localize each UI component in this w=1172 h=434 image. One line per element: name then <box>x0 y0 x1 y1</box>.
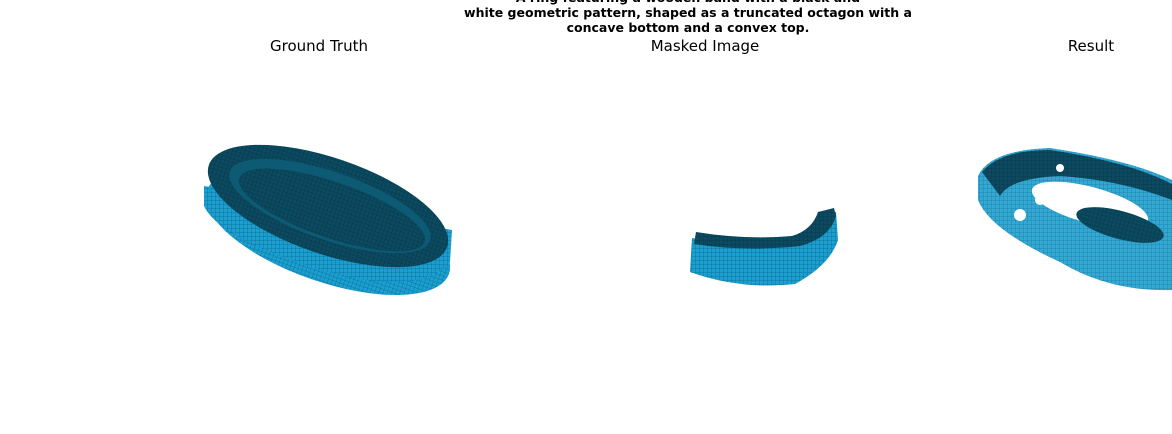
suptitle-line: A ring featuring a wooden band with a bl… <box>516 0 860 5</box>
voxel-ring <box>204 144 452 296</box>
suptitle-line: concave bottom and a convex top. <box>567 20 810 35</box>
panel-title: Masked Image <box>651 37 760 55</box>
voxel-fragment <box>690 208 838 286</box>
voxel-result <box>978 148 1172 291</box>
panel-title: Ground Truth <box>270 37 368 55</box>
panel-title: Result <box>1068 37 1114 55</box>
suptitle-line: white geometric pattern, shaped as a tru… <box>464 5 912 20</box>
